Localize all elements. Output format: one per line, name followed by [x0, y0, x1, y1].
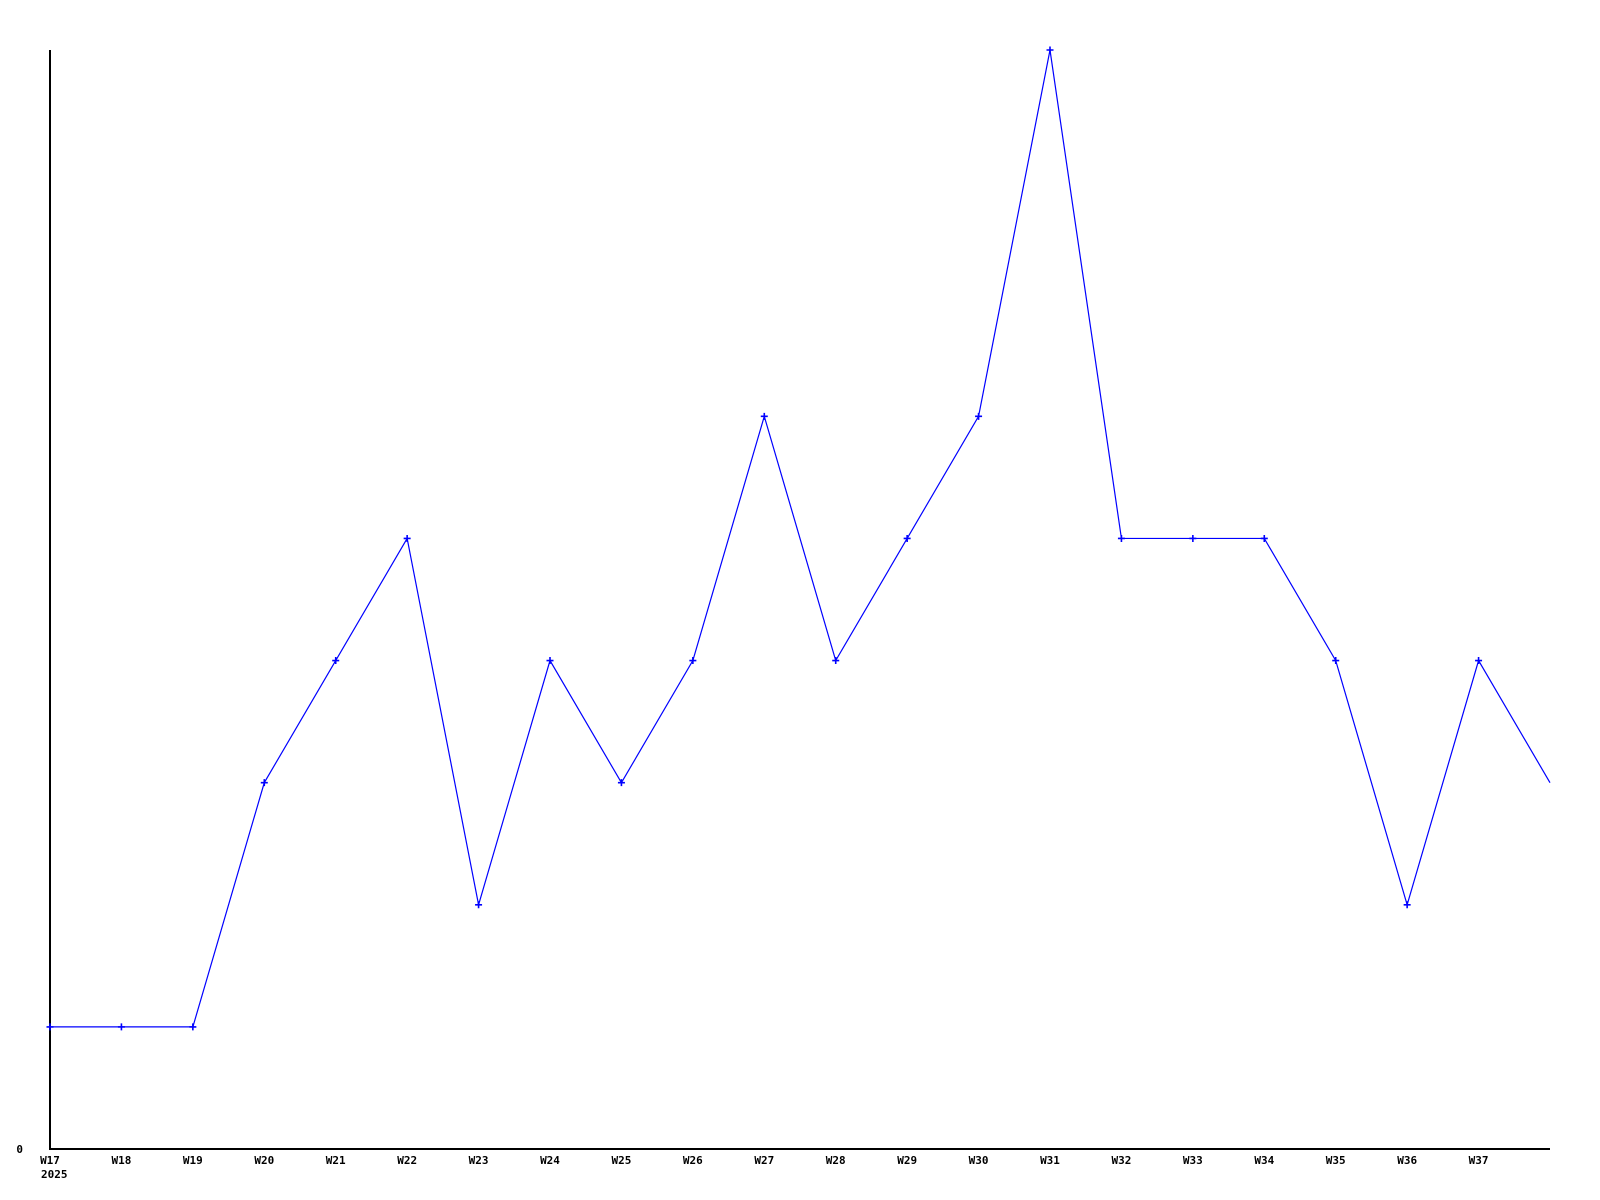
data-point-marker	[46, 1023, 54, 1031]
data-point-marker	[403, 534, 411, 542]
data-point-marker	[1117, 534, 1125, 542]
x-tick-label: W30	[969, 1154, 989, 1167]
x-tick-label: W19	[183, 1154, 203, 1167]
x-tick-label: W27	[754, 1154, 774, 1167]
data-point-marker	[1475, 657, 1483, 665]
data-point-marker	[1403, 901, 1411, 909]
y-tick-label-zero: 0	[16, 1143, 23, 1156]
x-tick-label: W29	[897, 1154, 917, 1167]
x-tick-label: W32	[1111, 1154, 1131, 1167]
data-point-marker	[189, 1023, 197, 1031]
series-markers	[46, 46, 1483, 1031]
data-point-marker	[332, 657, 340, 665]
data-point-marker	[1189, 534, 1197, 542]
x-tick-label: W33	[1183, 1154, 1203, 1167]
x-tick-label: W22	[397, 1154, 417, 1167]
data-point-marker	[1260, 534, 1268, 542]
data-point-marker	[260, 779, 268, 787]
x-tick-label: W36	[1397, 1154, 1417, 1167]
data-point-marker	[117, 1023, 125, 1031]
x-tick-label: W35	[1326, 1154, 1346, 1167]
data-point-marker	[1046, 46, 1054, 54]
series-line	[50, 49, 1551, 1028]
x-tick-label: W17	[40, 1154, 60, 1167]
data-point-marker	[760, 412, 768, 420]
data-point-marker	[546, 657, 554, 665]
x-tick-label: W28	[826, 1154, 846, 1167]
x-tick-labels: W17 W18 W19 W20 W21 W22 W23 W24 W25 W26 W27 W28 W29 W…	[40, 1154, 1488, 1167]
data-point-marker	[617, 779, 625, 787]
x-tick-label: W26	[683, 1154, 703, 1167]
data-point-marker	[832, 657, 840, 665]
axes-line	[49, 50, 1550, 1150]
x-tick-label: W18	[111, 1154, 131, 1167]
x-tick-label: W20	[254, 1154, 274, 1167]
data-point-marker	[475, 901, 483, 909]
x-tick-label: W21	[326, 1154, 346, 1167]
data-point-marker	[1332, 657, 1340, 665]
x-tick-label: W37	[1469, 1154, 1489, 1167]
data-point-marker	[975, 412, 983, 420]
x-tick-label: W25	[611, 1154, 631, 1167]
data-point-marker	[903, 534, 911, 542]
x-tick-label: W24	[540, 1154, 560, 1167]
x-tick-label: W34	[1254, 1154, 1274, 1167]
x-tick-label: W31	[1040, 1154, 1060, 1167]
data-point-marker	[689, 657, 697, 665]
x-tick-label: W23	[469, 1154, 489, 1167]
x-axis-year-label: 2025	[41, 1168, 68, 1181]
